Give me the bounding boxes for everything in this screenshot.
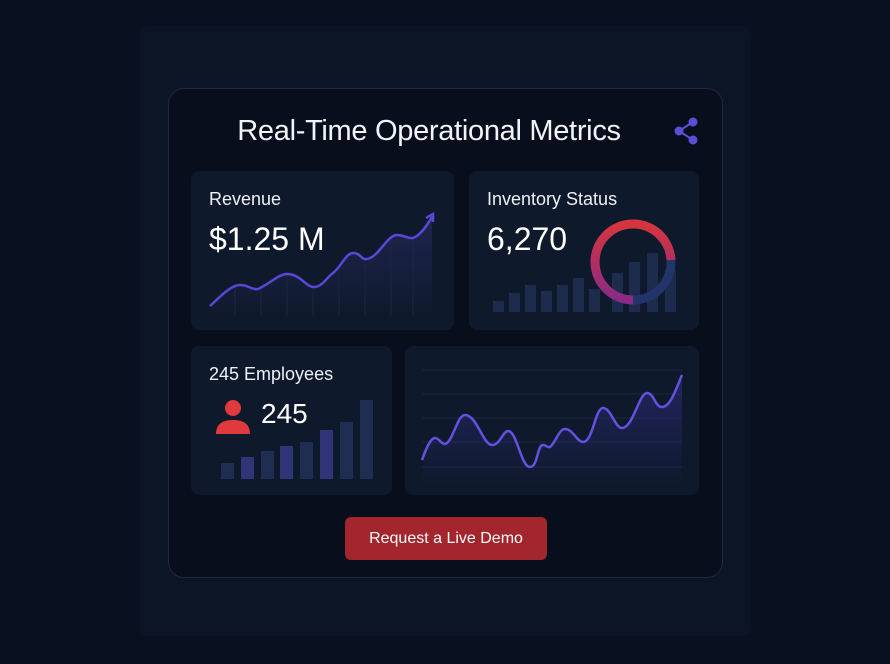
inventory-bar [665,270,676,312]
revenue-sparkline [209,211,435,316]
inventory-bar [525,285,536,312]
employee-bar [360,400,373,479]
employee-bar [280,446,293,479]
user-icon [216,400,250,434]
request-demo-button[interactable]: Request a Live Demo [345,517,547,560]
inventory-label: Inventory Status [487,189,618,209]
revenue-line [209,216,434,307]
share-icon[interactable] [673,117,699,145]
revenue-area [210,217,432,316]
trend-area [422,375,682,486]
inventory-value: 6,270 [487,221,568,257]
revenue-label: Revenue [209,189,282,209]
employees-label: 245 Employees [209,364,334,384]
employee-bar [241,457,254,479]
employees-bars [221,400,373,479]
inventory-bar [629,262,640,312]
inventory-bar [647,253,658,312]
trend-chart [420,369,684,486]
employees-panel: 245 Employees 245 [191,346,392,495]
trend-line [420,374,684,469]
employees-value: 245 [261,398,308,429]
inventory-bar [493,301,504,312]
revenue-value: $1.25 M [209,221,325,257]
inventory-bar [589,289,600,312]
employee-bar [340,422,353,479]
employee-bar [221,463,234,479]
arrow-head-icon [425,211,435,222]
employee-bar [300,442,313,479]
inventory-bar [509,293,520,312]
metrics-card: Real-Time Operational Metrics Revenue $1… [168,88,723,578]
inventory-bar [573,278,584,312]
page-title: Real-Time Operational Metrics [237,115,621,147]
inventory-graphic [493,219,676,312]
inventory-panel: Inventory Status 6,270 [469,171,699,330]
revenue-panel: Revenue $1.25 M [191,171,454,330]
employee-bar [320,430,333,479]
employee-bar [261,451,274,479]
trend-panel [405,346,699,495]
inventory-bar [557,285,568,312]
inventory-bar [541,291,552,312]
donut-red-segment [590,219,676,305]
